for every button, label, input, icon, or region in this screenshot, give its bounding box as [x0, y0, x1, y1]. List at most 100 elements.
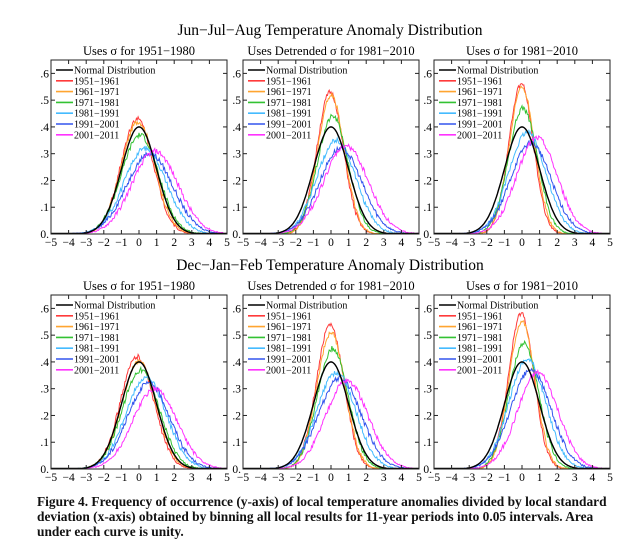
x-tick-label: 3	[189, 237, 195, 249]
legend-label: 1961−1971	[266, 87, 312, 98]
series-line-2001-2011	[434, 368, 610, 469]
legend-label: Normal Distribution	[266, 301, 347, 312]
x-tick-label: 4	[207, 472, 213, 484]
x-tick-label: −3	[80, 237, 92, 249]
y-tick-label: .4	[40, 122, 49, 134]
x-tick-label: −3	[463, 237, 475, 249]
series-line-1981-1991	[51, 145, 227, 234]
legend-label: Normal Distribution	[457, 301, 538, 312]
x-tick-label: −4	[254, 237, 266, 249]
y-tick-label: .5	[40, 330, 49, 342]
legend: Normal Distribution1951−19611961−1971197…	[248, 66, 347, 141]
y-tick-label: .2	[232, 175, 241, 187]
x-tick-label: 2	[171, 472, 177, 484]
y-tick-label: .2	[423, 410, 432, 422]
y-tick-label: .2	[232, 410, 241, 422]
legend-label: 1951−1961	[457, 311, 503, 322]
x-tick-label: −3	[80, 472, 92, 484]
x-tick-label: −2	[481, 237, 493, 249]
legend-label: 2001−2011	[74, 365, 119, 376]
x-tick-label: −3	[272, 472, 284, 484]
legend-label: Normal Distribution	[74, 66, 155, 77]
y-tick-label: .1	[40, 202, 49, 214]
legend-label: 1961−1971	[457, 322, 503, 333]
panel-title: Uses Detrended σ for 1981−2010	[247, 44, 414, 58]
y-tick-label: .3	[423, 384, 432, 396]
x-tick-label: 0	[136, 472, 142, 484]
x-tick-label: −1	[115, 237, 127, 249]
x-tick-label: −5	[45, 472, 57, 484]
y-tick-label: .4	[232, 357, 241, 369]
legend-label: 2001−2011	[457, 365, 502, 376]
legend-label: 1981−1991	[74, 344, 120, 355]
legend-label: 1951−1961	[457, 76, 503, 87]
x-tick-label: 1	[346, 472, 352, 484]
x-tick-label: −1	[115, 472, 127, 484]
legend-label: 1991−2001	[457, 355, 503, 366]
chart-panel: Uses σ for 1981−2010 −5 −4 −3 −2 −1 0 1 2 3 4 5 0. .1…	[423, 44, 613, 249]
panel-title: Uses σ for 1981−2010	[466, 279, 578, 293]
y-tick-label: 0.	[423, 229, 432, 241]
x-tick-label: 3	[189, 472, 195, 484]
series-line-1971-1981	[51, 132, 227, 234]
x-tick-label: 5	[224, 237, 230, 249]
x-tick-label: 5	[607, 237, 613, 249]
legend-label: 1981−1991	[74, 109, 120, 120]
x-tick-label: 3	[381, 472, 387, 484]
y-tick-label: .4	[423, 122, 432, 134]
panels: Uses σ for 1951−1980−5 −4 −3 −2 −1 0 1 2 3 4 50..1…	[40, 44, 613, 484]
legend-label: 2001−2011	[457, 130, 502, 141]
y-tick-label: 0.	[423, 464, 432, 476]
x-tick-label: 0	[328, 237, 334, 249]
x-tick-label: −4	[445, 237, 457, 249]
y-tick-label: .2	[40, 175, 49, 187]
row-title-summer: Jun−Jul−Aug Temperature Anomaly Distribu…	[178, 22, 483, 39]
legend: Normal Distribution1951−19611961−1971197…	[56, 301, 155, 376]
x-tick-label: 5	[416, 237, 422, 249]
series-line-2001-2011	[243, 377, 419, 469]
chart-panel: Uses σ for 1951−1980 −5 −4 −3 −2 −1 0 1 2 3 4 5 0. .1…	[40, 279, 230, 484]
legend-label: 1971−1981	[74, 333, 120, 344]
y-tick-label: .6	[40, 303, 49, 315]
legend-label: 1991−2001	[74, 120, 120, 131]
legend-label: 1991−2001	[457, 120, 503, 131]
x-tick-label: −3	[272, 237, 284, 249]
series-line-1991-2001	[243, 374, 419, 469]
x-tick-label: 1	[154, 237, 160, 249]
chart-panel: Uses σ for 1951−1980 −5 −4 −3 −2 −1 0 1 2 3 4 5 0. .1…	[40, 44, 230, 249]
legend-label: 2001−2011	[74, 130, 119, 141]
legend-label: 1981−1991	[457, 344, 503, 355]
y-tick-label: .5	[40, 95, 49, 107]
x-tick-label: 3	[572, 237, 578, 249]
legend-label: 1981−1991	[266, 109, 312, 120]
y-tick-label: .6	[40, 68, 49, 80]
y-tick-label: .1	[232, 202, 241, 214]
x-tick-label: −4	[254, 472, 266, 484]
legend-label: 1971−1981	[74, 98, 120, 109]
x-tick-label: −4	[62, 237, 74, 249]
y-tick-label: .3	[40, 149, 49, 161]
series-line-1981-1991	[243, 136, 419, 234]
legend-label: 1961−1971	[74, 322, 120, 333]
y-tick-label: .5	[232, 330, 241, 342]
x-tick-label: −5	[428, 237, 440, 249]
chart-panel: Uses σ for 1981−2010 −5 −4 −3 −2 −1 0 1 2 3 4 5 0. .1…	[423, 279, 613, 484]
legend-label: Normal Distribution	[74, 301, 155, 312]
y-tick-label: .5	[423, 95, 432, 107]
y-tick-label: .2	[40, 410, 49, 422]
y-tick-label: .6	[423, 68, 432, 80]
x-tick-label: −2	[290, 237, 302, 249]
x-tick-label: −1	[307, 237, 319, 249]
x-tick-label: −5	[428, 472, 440, 484]
x-tick-label: −1	[498, 472, 510, 484]
series-line-1981-1991	[434, 129, 610, 234]
y-tick-label: .6	[232, 303, 241, 315]
x-tick-label: −2	[481, 472, 493, 484]
figure-caption: Figure 4. Frequency of occurrence (y-axi…	[37, 494, 607, 540]
x-tick-label: 3	[381, 237, 387, 249]
x-tick-label: 0	[136, 237, 142, 249]
y-tick-label: .1	[423, 437, 432, 449]
series-line-normal-distribution	[434, 126, 610, 234]
y-tick-label: .4	[232, 122, 241, 134]
x-tick-label: 5	[416, 472, 422, 484]
